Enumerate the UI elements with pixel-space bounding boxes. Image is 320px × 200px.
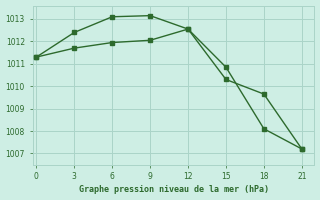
X-axis label: Graphe pression niveau de la mer (hPa): Graphe pression niveau de la mer (hPa) xyxy=(78,185,268,194)
